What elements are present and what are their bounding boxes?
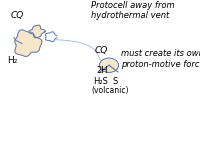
Text: H₂: H₂ [7,56,17,65]
Text: Protocell away from: Protocell away from [91,1,175,10]
Text: CQ: CQ [11,11,24,20]
Circle shape [99,58,119,72]
Text: must create its own: must create its own [121,50,200,58]
Text: (volcanic): (volcanic) [91,86,128,95]
Text: CQ: CQ [95,46,108,55]
Polygon shape [29,25,45,38]
Text: S: S [112,76,117,85]
Text: 2H: 2H [96,66,108,75]
Text: H₂S: H₂S [93,76,108,85]
Polygon shape [15,30,42,56]
Text: hydrothermal vent: hydrothermal vent [91,11,169,20]
Text: proton-motive force: proton-motive force [121,60,200,69]
